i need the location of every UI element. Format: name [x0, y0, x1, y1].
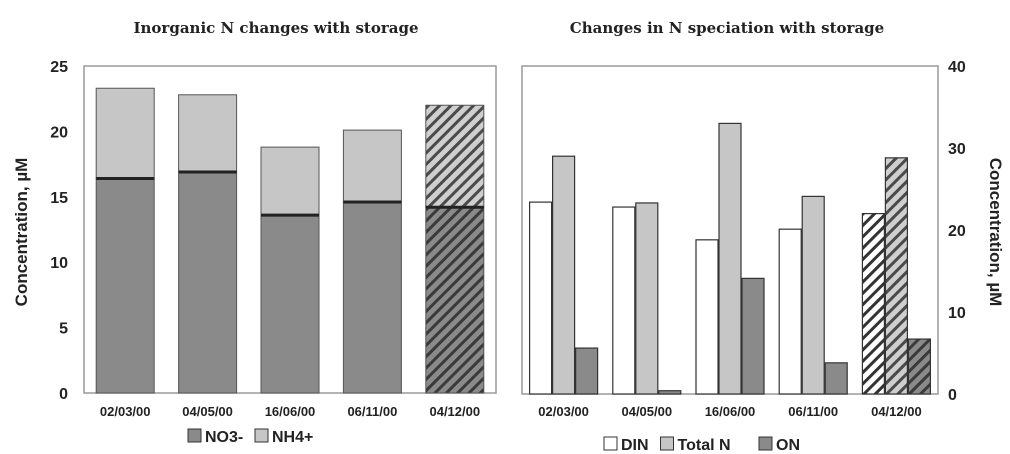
left-x-tick-label: 04/05/00: [182, 404, 233, 419]
bar-nh4: [179, 95, 237, 172]
right-bars: [530, 123, 931, 394]
bar-no3: [343, 202, 401, 393]
bar-nh4: [261, 147, 319, 215]
right-x-tick-label: 16/06/00: [705, 404, 756, 419]
left-y-tick-label: 15: [50, 190, 68, 207]
bar-din: [779, 229, 801, 394]
bar-on: [659, 391, 681, 394]
right-chart-title: Changes in N speciation with storage: [570, 19, 884, 37]
legend-swatch: [759, 437, 772, 450]
right-x-tick-label: 06/11/00: [788, 404, 838, 419]
bar-din: [530, 202, 552, 394]
right-y-tick-label: 20: [948, 223, 966, 240]
left-x-tick-label: 06/11/00: [347, 404, 397, 419]
right-y-tick-label: 0: [948, 387, 957, 404]
bar-total-n: [719, 123, 741, 394]
left-x-tick-label: 04/12/00: [429, 404, 480, 419]
legend-swatch: [255, 429, 268, 442]
left-y-tick-label: 20: [50, 124, 68, 141]
legend-label: NO3-: [205, 429, 243, 446]
left-y-ticks: 0 5 10 15 20 25: [50, 59, 68, 403]
left-x-tick-label: 02/03/00: [100, 404, 151, 419]
right-x-tick-label: 04/05/00: [621, 404, 672, 419]
left-legend: NO3- NH4+: [188, 429, 313, 446]
bar-no3: [96, 178, 154, 393]
legend-label: Total N: [678, 437, 731, 454]
bar-nh4: [426, 105, 484, 207]
legend-swatch: [604, 437, 617, 450]
bar-din: [862, 214, 884, 394]
bar-total-n: [802, 196, 824, 394]
bar-no3: [261, 215, 319, 393]
left-y-tick-label: 0: [59, 386, 68, 403]
left-chart-title: Inorganic N changes with storage: [134, 19, 419, 37]
right-y-tick-label: 10: [948, 305, 966, 322]
bar-din: [696, 240, 718, 394]
left-y-tick-label: 10: [50, 255, 68, 272]
right-y-tick-label: 30: [948, 141, 966, 158]
right-x-tick-label: 04/12/00: [871, 404, 922, 419]
legend-label: NH4+: [272, 429, 313, 446]
bar-din: [613, 207, 635, 394]
bar-total-n: [636, 203, 658, 394]
left-x-tick-label: 16/06/00: [265, 404, 316, 419]
legend-swatch: [661, 437, 674, 450]
bar-on: [908, 339, 930, 394]
bar-on: [742, 278, 764, 394]
left-y-tick-label: 25: [50, 59, 68, 76]
right-y-axis-label: Concentration, µM: [986, 158, 1005, 307]
bar-on: [576, 348, 598, 394]
right-legend: DIN Total N ON: [604, 437, 800, 454]
n-speciation-chart: Changes in N speciation with storage Con…: [522, 19, 1005, 454]
bar-nh4: [343, 130, 401, 202]
inorganic-n-chart: Inorganic N changes with storage Concent…: [12, 19, 496, 446]
legend-swatch: [188, 429, 201, 442]
right-x-tick-label: 02/03/00: [538, 404, 589, 419]
left-y-tick-label: 5: [59, 321, 68, 338]
bar-no3: [426, 207, 484, 393]
left-x-ticks: 02/03/00 04/05/00 16/06/00 06/11/00 04/12/00: [100, 404, 480, 419]
bar-no3: [179, 172, 237, 393]
right-y-ticks: 0 10 20 30 40: [948, 59, 966, 404]
bar-total-n: [885, 158, 907, 394]
left-bars: [96, 88, 484, 393]
right-x-ticks: 02/03/00 04/05/00 16/06/00 06/11/00 04/12/00: [538, 404, 921, 419]
left-y-axis-label: Concentration, µM: [12, 158, 31, 307]
bar-on: [825, 363, 847, 394]
bar-nh4: [96, 88, 154, 178]
legend-label: DIN: [621, 437, 649, 454]
bar-total-n: [553, 156, 575, 394]
right-y-tick-label: 40: [948, 59, 966, 76]
legend-label: ON: [776, 437, 800, 454]
